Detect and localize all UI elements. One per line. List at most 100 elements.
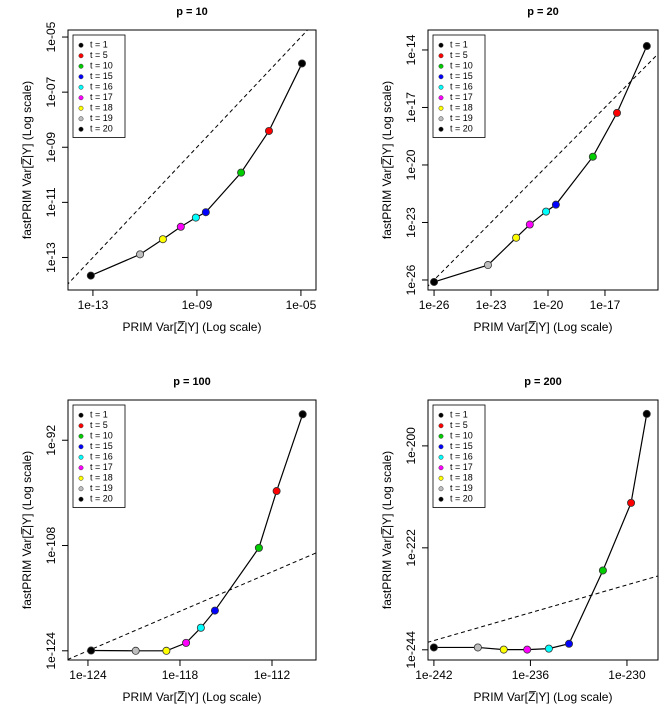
legend-swatch [78,475,84,481]
y-tick-label: 1e-222 [404,529,418,567]
point [86,271,95,280]
legend-label: t = 18 [450,103,473,113]
x-tick-label: 1e-05 [286,298,317,312]
x-tick-label: 1e-20 [533,298,564,312]
legend-swatch [438,423,444,429]
point [196,623,205,632]
point [598,566,607,575]
point [210,606,219,615]
legend-swatch [438,465,444,471]
legend-swatch [438,126,444,132]
legend-swatch [78,433,84,439]
y-axis-label: fastPRIM Var[Z̅|Y] (Log scale) [20,81,34,239]
legend-label: t = 17 [450,92,473,102]
legend-label: t = 5 [450,420,468,430]
x-tick-label: 1e-23 [476,298,507,312]
legend-label: t = 17 [450,462,473,472]
legend-swatch [438,63,444,69]
legend-swatch [438,475,444,481]
legend-label: t = 17 [90,462,113,472]
legend-label: t = 17 [90,92,113,102]
y-tick-label: 1e-244 [404,631,418,669]
legend-label: t = 10 [450,431,473,441]
diagonal-line [68,552,316,660]
legend-swatch [438,116,444,122]
x-tick-label: 1e-118 [162,668,199,682]
y-tick-label: 1e-23 [404,207,418,238]
chart-title: p = 200 [524,376,562,388]
legend-label: t = 15 [90,441,113,451]
point [87,646,96,655]
legend: t = 1t = 5t = 10t = 15t = 16t = 17t = 18… [432,404,486,508]
legend-label: t = 18 [90,473,113,483]
legend-swatch [438,105,444,111]
legend-swatch [78,53,84,59]
x-tick-label: 1e-17 [590,298,621,312]
x-tick-label: 1e-13 [78,298,109,312]
legend-label: t = 5 [90,420,108,430]
x-tick-label: 1e-230 [608,668,646,682]
plot-frame [67,29,317,291]
point [162,646,171,655]
legend-label: t = 15 [450,441,473,451]
legend-label: t = 1 [450,410,468,420]
legend-swatch [438,84,444,90]
point [523,645,532,654]
legend-label: t = 19 [90,113,113,123]
point [499,645,508,654]
legend-label: t = 20 [90,124,113,134]
legend-label: t = 5 [450,50,468,60]
y-tick-label: 1e-92 [44,425,58,456]
legend-label: t = 16 [450,452,473,462]
legend-swatch [438,74,444,80]
x-tick-label: 1e-124 [69,668,107,682]
plot-frame [427,29,659,291]
point [473,643,482,652]
y-tick-label: 1e-14 [404,34,418,65]
point [191,213,200,222]
plot-frame [427,399,659,661]
x-axis-label: PRIM Var[Z̅|Y] (Log scale) [474,320,613,334]
legend-label: t = 18 [450,473,473,483]
legend-label: t = 15 [90,71,113,81]
y-tick-label: 1e-13 [44,242,58,273]
point [136,250,145,259]
point [551,200,560,209]
legend-swatch [438,444,444,450]
y-axis-label: fastPRIM Var[Z̅|Y] (Log scale) [380,451,394,609]
point [565,639,574,648]
x-tick-label: 1e-242 [415,668,453,682]
chart-title: p = 20 [527,6,559,18]
legend-swatch [78,465,84,471]
point [512,233,521,242]
y-tick-label: 1e-200 [404,427,418,465]
legend-swatch [438,95,444,101]
point [298,59,307,68]
point [201,208,210,217]
legend-label: t = 16 [90,452,113,462]
y-tick-label: 1e-11 [44,187,58,217]
legend-swatch [78,74,84,80]
y-tick-label: 1e-26 [404,264,418,295]
legend-label: t = 15 [450,71,473,81]
legend-label: t = 18 [90,103,113,113]
point [642,409,651,418]
legend-label: t = 20 [450,124,473,134]
point [264,126,273,135]
y-tick-label: 1e-124 [44,632,58,670]
y-tick-label: 1e-09 [44,132,58,163]
legend-label: t = 16 [450,82,473,92]
point [182,638,191,647]
y-tick-label: 1e-07 [44,76,58,107]
point [525,220,534,229]
legend-swatch [78,454,84,460]
point [298,410,307,419]
y-axis-label: fastPRIM Var[Z̅|Y] (Log scale) [20,451,34,609]
legend-label: t = 5 [90,50,108,60]
y-tick-label: 1e-17 [404,92,418,123]
legend-label: t = 19 [90,483,113,493]
legend-swatch [78,105,84,111]
legend-label: t = 10 [90,431,113,441]
y-tick-label: 1e-108 [44,527,58,565]
